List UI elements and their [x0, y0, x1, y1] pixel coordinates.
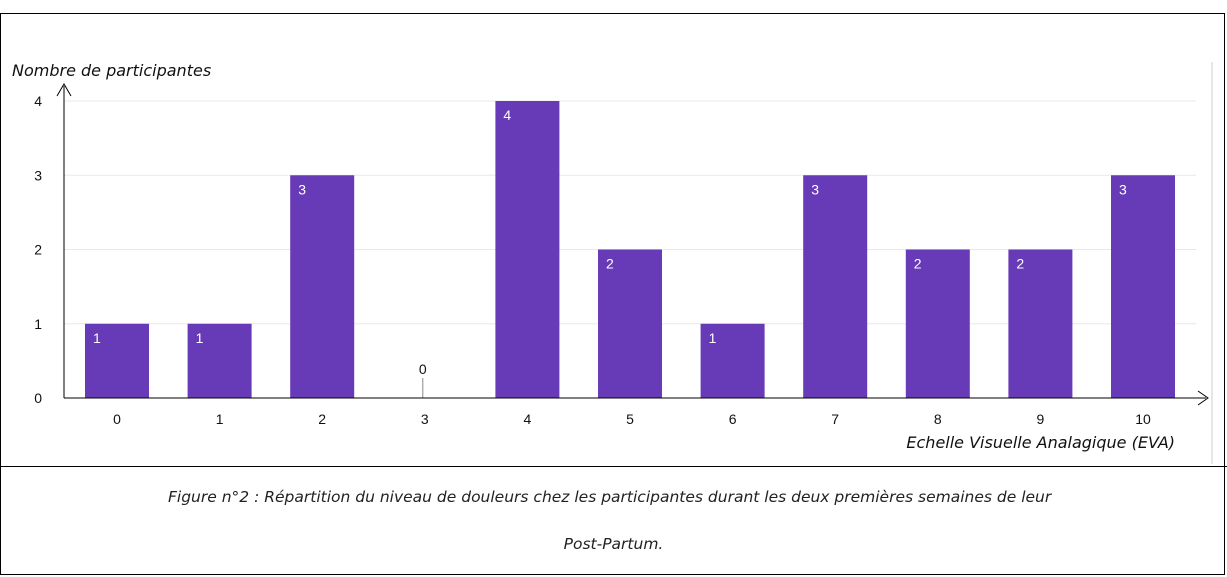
x-tick-label-4: 4	[524, 411, 532, 427]
data-label-6: 1	[709, 330, 717, 346]
x-tick-label-8: 8	[934, 411, 942, 427]
data-label-9: 2	[1016, 256, 1024, 272]
figure-frame	[0, 13, 1225, 575]
data-label-4: 4	[503, 107, 511, 123]
data-label-3: 0	[419, 361, 427, 377]
bar-1	[187, 323, 252, 398]
x-tick-label-3: 3	[421, 411, 429, 427]
data-label-7: 3	[811, 181, 819, 197]
bar-4	[495, 101, 560, 398]
y-tick-label-1: 1	[34, 316, 42, 332]
x-tick-label-9: 9	[1037, 411, 1045, 427]
x-tick-label-1: 1	[216, 411, 224, 427]
caption-line-2: Post-Partum.	[563, 535, 664, 553]
data-label-0: 1	[93, 330, 101, 346]
caption-divider	[0, 466, 1227, 467]
x-tick-label-2: 2	[318, 411, 326, 427]
x-axis-arrow	[1197, 390, 1209, 406]
bar-0	[85, 323, 149, 398]
x-tick-label-0: 0	[113, 411, 121, 427]
bar-5	[598, 249, 662, 398]
bar-8	[905, 249, 970, 398]
x-tick-label-10: 10	[1135, 411, 1151, 427]
data-label-5: 2	[606, 256, 614, 272]
x-tick-label-6: 6	[729, 411, 737, 427]
y-axis-title: Nombre de participantes	[12, 61, 211, 80]
y-tick-label-2: 2	[34, 242, 42, 258]
data-label-8: 2	[914, 256, 922, 272]
caption-line-1: Figure n°2 : Répartition du niveau de do…	[168, 488, 1052, 506]
bar-chart: 1 1 3 0 4 2 1 3 2 2 3 0 1 2 3 4 0 1 2 3 4 5 6 7 8 9 10 Nombre de …	[12, 61, 1213, 464]
bar-10	[1111, 175, 1175, 398]
bar-2	[290, 175, 355, 398]
y-tick-label-0: 0	[34, 390, 42, 406]
bar-7	[803, 175, 868, 398]
data-label-2: 3	[298, 181, 306, 197]
bar-9	[1008, 249, 1073, 398]
bar-6	[700, 323, 765, 398]
x-axis-title: Echelle Visuelle Analagique (EVA)	[906, 433, 1175, 452]
data-label-1: 1	[196, 330, 204, 346]
x-tick-label-5: 5	[626, 411, 634, 427]
y-tick-label-4: 4	[34, 93, 42, 109]
y-tick-label-3: 3	[34, 167, 42, 183]
data-label-10: 3	[1119, 181, 1127, 197]
x-tick-label-7: 7	[831, 411, 839, 427]
y-axis-arrow	[56, 83, 72, 97]
